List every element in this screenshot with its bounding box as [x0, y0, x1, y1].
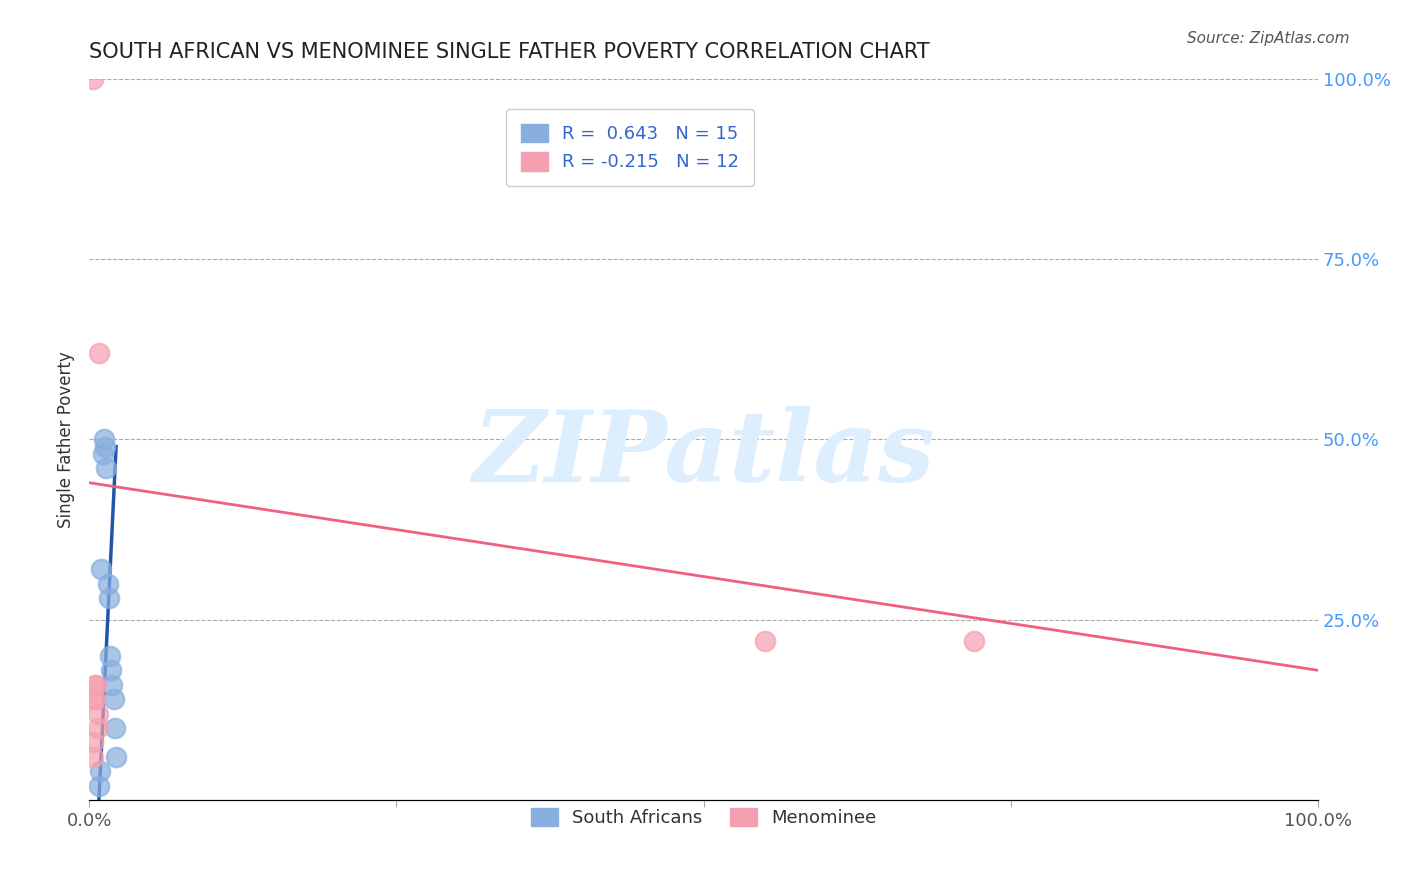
Point: [754, 634, 776, 648]
Point: [97, 591, 120, 606]
Point: [963, 634, 986, 648]
Text: SOUTH AFRICAN VS MENOMINEE SINGLE FATHER POVERTY CORRELATION CHART: SOUTH AFRICAN VS MENOMINEE SINGLE FATHER…: [89, 42, 929, 62]
Point: [96, 576, 118, 591]
Point: [90, 562, 112, 576]
Point: [98, 648, 121, 663]
Point: [87, 779, 110, 793]
Point: [94, 440, 117, 454]
Point: [82, 735, 104, 749]
Point: [86, 721, 108, 735]
Point: [82, 71, 104, 86]
Text: ZIPatlas: ZIPatlas: [472, 406, 935, 502]
Legend: South Africans, Menominee: South Africans, Menominee: [523, 801, 883, 835]
Point: [83, 692, 105, 706]
Point: [91, 447, 114, 461]
Point: [84, 692, 107, 706]
Point: [105, 750, 128, 764]
Point: [96, 461, 118, 475]
Point: [103, 692, 125, 706]
Text: Source: ZipAtlas.com: Source: ZipAtlas.com: [1187, 31, 1350, 46]
Point: [100, 663, 122, 677]
Point: [93, 433, 115, 447]
Point: [101, 678, 124, 692]
Point: [86, 678, 108, 692]
Point: [82, 750, 104, 764]
Point: [86, 706, 108, 721]
Point: [104, 721, 127, 735]
Point: [89, 764, 111, 779]
Y-axis label: Single Father Poverty: Single Father Poverty: [58, 351, 75, 528]
Point: [84, 678, 107, 692]
Point: [87, 346, 110, 360]
